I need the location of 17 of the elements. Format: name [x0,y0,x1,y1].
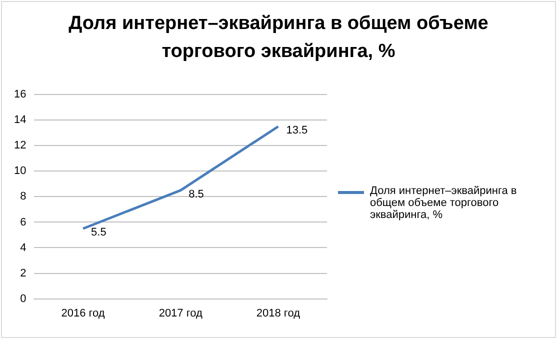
y-tick-label: 4 [20,242,26,254]
x-tick-label: 2016 год [61,307,106,320]
y-tick-label: 2 [20,267,26,280]
y-tick-label: 6 [20,216,26,228]
chart-title: Доля интернет–эквайринга в общем объеме торгового эквайринга, % [68,12,490,64]
x-tick-label: 2018 год [256,307,301,320]
x-tick-label: 2017 год [158,307,203,320]
data-label: 8.5 [188,188,204,200]
y-tick-label: 16 [14,88,26,101]
y-tick-label: 0 [20,292,26,305]
data-label: 5.5 [91,226,106,239]
y-tick-label: 8 [20,190,26,203]
y-tick-label: 10 [14,165,26,178]
legend-label: Доля интернет–эквайринга в общем объеме торгового эквайринга, % [370,185,518,221]
y-tick-label: 14 [14,114,26,126]
data-label: 13.5 [286,124,308,137]
y-tick-label: 12 [14,140,26,152]
